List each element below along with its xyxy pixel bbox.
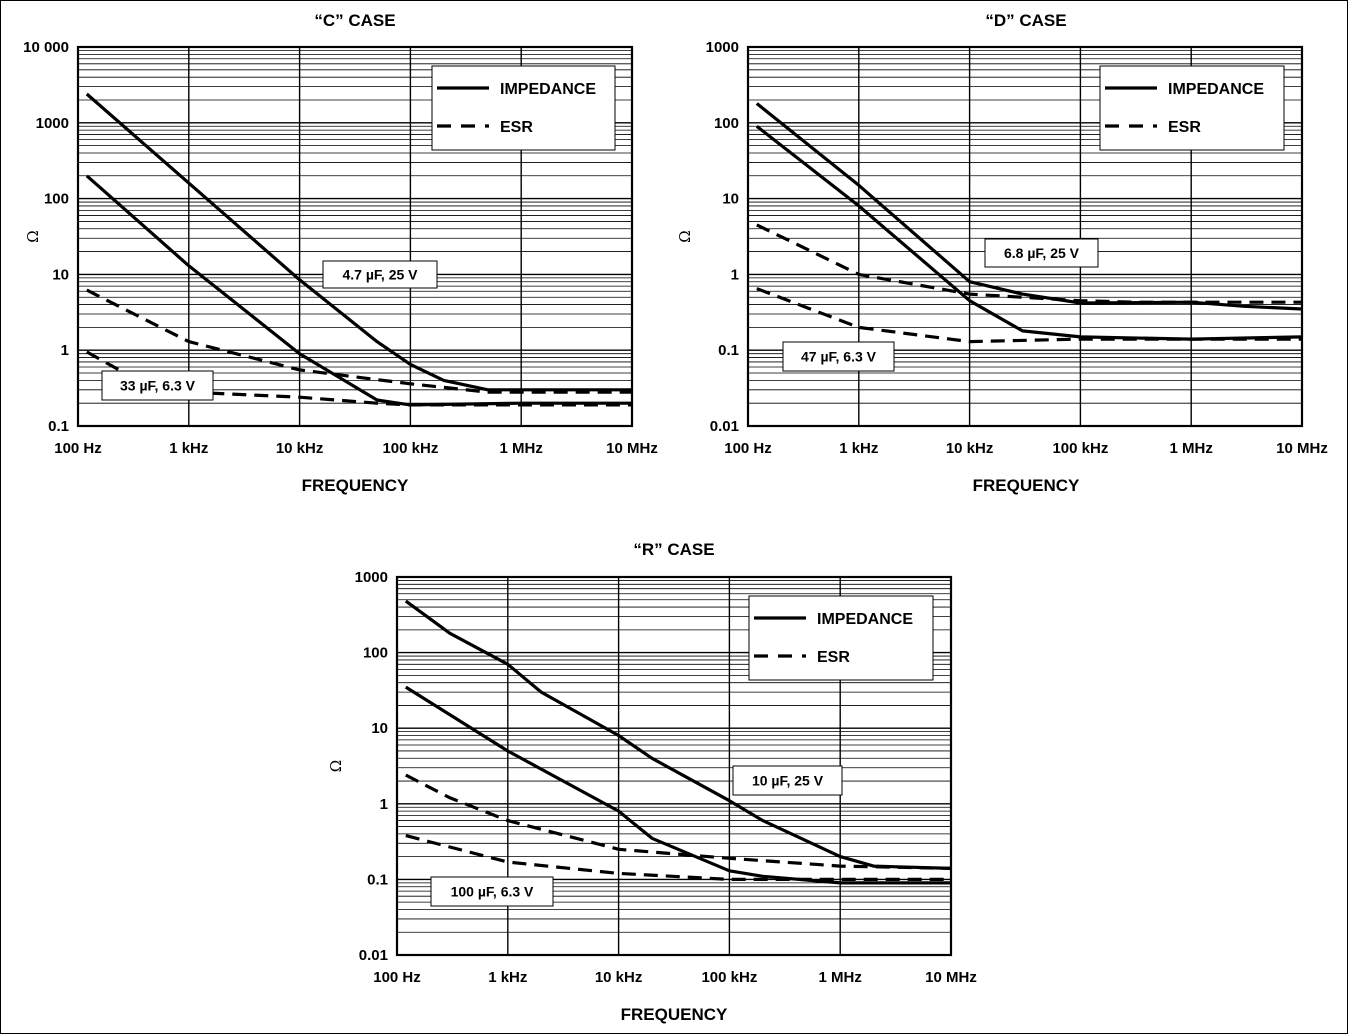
legend-entry: IMPEDANCE	[1168, 81, 1264, 98]
y-tick-label: 1000	[36, 115, 69, 132]
x-tick-label: 100 Hz	[373, 969, 421, 986]
impedance-series-line	[404, 599, 952, 870]
x-tick-label: 1 MHz	[1170, 440, 1213, 457]
x-axis-label: FREQUENCY	[621, 1005, 728, 1024]
annotation: 6.8 µF, 25 V	[984, 238, 1099, 268]
annotation: 10 µF, 25 V	[732, 765, 843, 796]
y-tick-label: 1000	[355, 569, 388, 586]
y-tick-label: 0.01	[359, 947, 388, 964]
annotation-box	[430, 876, 554, 907]
legend-entry: IMPEDANCE	[500, 81, 596, 98]
impedance-series-line	[85, 92, 632, 392]
annotation-label: 4.7 µF, 25 V	[343, 267, 419, 283]
esr-series-line	[405, 834, 951, 881]
x-tick-label: 1 kHz	[839, 440, 878, 457]
annotation-box	[984, 238, 1099, 268]
y-tick-label: 1000	[706, 39, 739, 56]
y-tick-label: 10 000	[23, 39, 69, 56]
impedance-series-line	[85, 174, 632, 407]
x-tick-label: 10 kHz	[276, 440, 324, 457]
annotation-label: 6.8 µF, 25 V	[1004, 245, 1080, 261]
legend-entry: ESR	[1168, 119, 1201, 136]
x-tick-label: 100 kHz	[382, 440, 438, 457]
chart-title: “R” CASE	[633, 540, 714, 559]
legend: IMPEDANCE ESR	[1099, 65, 1285, 151]
y-tick-label: 10	[722, 191, 739, 208]
x-tick-label: 100 Hz	[54, 440, 102, 457]
legend-entry: IMPEDANCE	[817, 611, 913, 628]
chart-1: IMPEDANCE ESR 6.8 µF, 25 V 47 µF, 6.3 V 100 …	[676, 11, 1328, 495]
annotation-box	[101, 370, 214, 401]
y-tick-label: 10	[371, 720, 388, 737]
chart-title: “D” CASE	[985, 11, 1066, 30]
x-tick-label: 1 kHz	[488, 969, 527, 986]
x-tick-label: 10 MHz	[606, 440, 658, 457]
y-axis-label: Ω	[24, 230, 42, 242]
y-tick-label: 1	[61, 342, 69, 359]
y-tick-label: 10	[52, 266, 69, 283]
x-tick-label: 100 Hz	[724, 440, 772, 457]
impedance-series-line	[755, 125, 1303, 341]
y-tick-label: 0.01	[710, 418, 739, 435]
legend: IMPEDANCE ESR	[748, 595, 934, 681]
legend-box	[1099, 65, 1285, 151]
esr-series-line	[86, 288, 632, 394]
x-tick-label: 10 kHz	[946, 440, 994, 457]
x-tick-label: 10 MHz	[925, 969, 977, 986]
x-tick-label: 1 kHz	[169, 440, 208, 457]
annotation-label: 33 µF, 6.3 V	[120, 378, 196, 394]
y-axis-label: Ω	[676, 230, 694, 242]
annotation-label: 10 µF, 25 V	[752, 773, 824, 789]
y-tick-label: 1	[380, 796, 388, 813]
chart-2: IMPEDANCE ESR 10 µF, 25 V 100 µF, 6.3 V 100 …	[327, 540, 977, 1024]
y-tick-label: 100	[363, 645, 388, 662]
y-tick-label: 0.1	[367, 871, 388, 888]
y-tick-label: 0.1	[48, 418, 69, 435]
plot-border	[76, 45, 634, 428]
x-tick-label: 100 kHz	[701, 969, 757, 986]
x-axis-label: FREQUENCY	[973, 476, 1080, 495]
y-tick-label: 1	[731, 266, 739, 283]
x-tick-label: 10 kHz	[595, 969, 643, 986]
chart-title: “C” CASE	[314, 11, 395, 30]
y-tick-label: 100	[44, 191, 69, 208]
legend: IMPEDANCE ESR	[431, 65, 616, 151]
y-tick-label: 100	[714, 115, 739, 132]
annotation-box	[782, 341, 895, 372]
annotation-box	[732, 765, 843, 796]
chart-0: IMPEDANCE ESR 4.7 µF, 25 V 33 µF, 6.3 V 100 …	[23, 11, 658, 495]
annotation-box	[322, 260, 438, 289]
annotation: 47 µF, 6.3 V	[782, 341, 895, 372]
legend-box	[748, 595, 934, 681]
x-axis-label: FREQUENCY	[302, 476, 409, 495]
plot-border	[395, 575, 953, 957]
y-tick-label: 0.1	[718, 342, 739, 359]
legend-entry: ESR	[500, 119, 533, 136]
esr-series-line	[405, 773, 952, 870]
y-axis-label: Ω	[327, 760, 345, 772]
annotation: 100 µF, 6.3 V	[430, 876, 554, 907]
annotation: 4.7 µF, 25 V	[322, 260, 438, 289]
legend-entry: ESR	[817, 649, 850, 666]
annotation: 33 µF, 6.3 V	[101, 370, 214, 401]
plot-border	[746, 45, 1304, 428]
annotation-label: 100 µF, 6.3 V	[451, 884, 534, 900]
x-tick-label: 1 MHz	[819, 969, 862, 986]
impedance-series-line	[755, 102, 1303, 311]
legend-box	[431, 65, 616, 151]
esr-series-line	[756, 287, 1302, 344]
impedance-series-line	[404, 685, 951, 885]
esr-series-line	[756, 223, 1302, 304]
x-tick-label: 1 MHz	[500, 440, 543, 457]
annotation-label: 47 µF, 6.3 V	[801, 349, 877, 365]
x-tick-label: 10 MHz	[1276, 440, 1328, 457]
x-tick-label: 100 kHz	[1052, 440, 1108, 457]
